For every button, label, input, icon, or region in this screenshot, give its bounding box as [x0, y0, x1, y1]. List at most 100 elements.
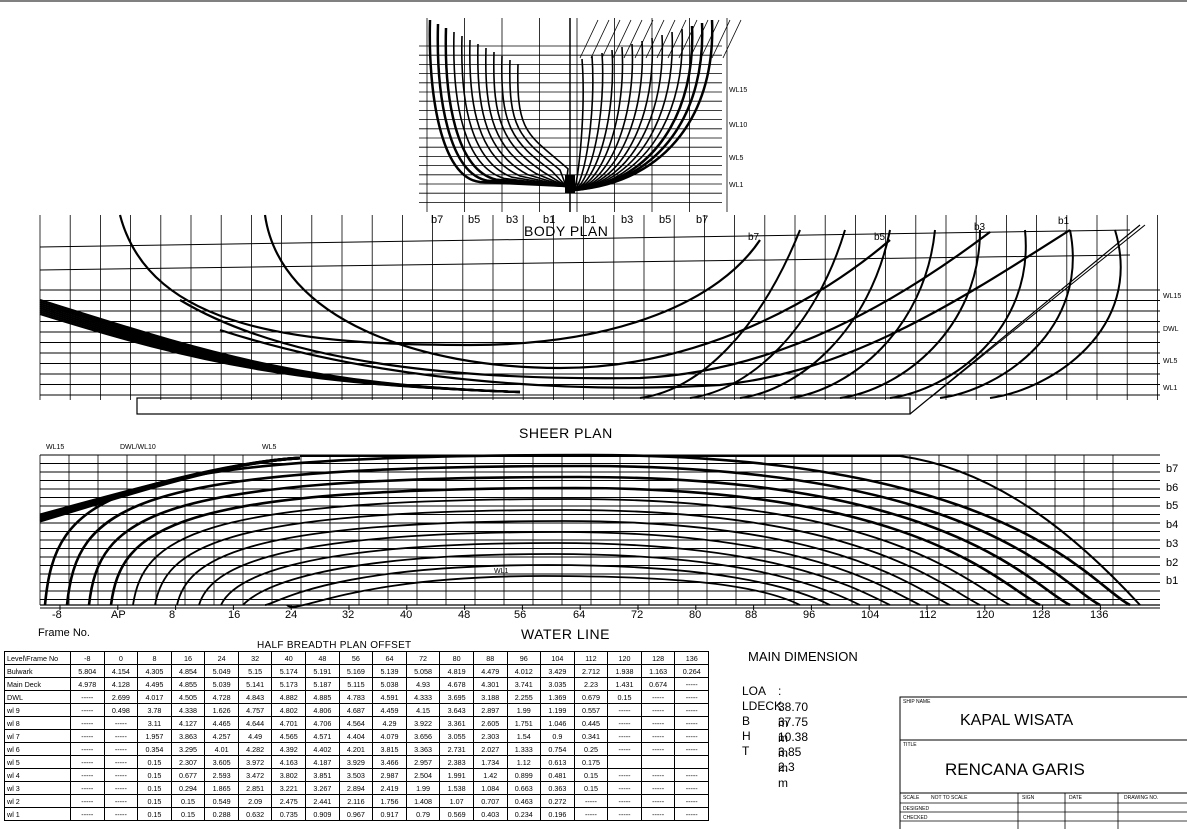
frame-number-label: 88 — [745, 609, 758, 621]
offset-cell: 4.591 — [372, 690, 407, 704]
offset-cell: 4.978 — [70, 677, 105, 691]
dimension-label: LOA — [742, 684, 767, 698]
section-line — [508, 59, 567, 187]
row-label: wl 2 — [4, 794, 71, 808]
offset-cell: 3.363 — [405, 742, 441, 756]
offset-cell: ----- — [103, 807, 139, 821]
section-line — [689, 229, 846, 399]
table-row: wl 4 ----- ----- 0.15 0.677 2.593 3.472 3.802 3.… — [4, 768, 709, 782]
stem-line — [929, 224, 1146, 399]
offset-cell: 3.929 — [338, 755, 374, 769]
offset-cell: ----- — [607, 807, 642, 821]
frame-number-axis: -8 AP 8 16 24 32 40 48 56 64 72 80 88 96 104 112 120 128 1… — [0, 609, 1187, 623]
section-line — [460, 35, 567, 187]
table-row: wl 8 ----- ----- 3.11 4.127 4.465 4.644 4.701 4.… — [4, 716, 709, 730]
section-line — [573, 58, 584, 191]
offset-cell: 2.593 — [204, 768, 239, 782]
water-line-title: WATER LINE — [521, 626, 611, 642]
offset-cell: 1.12 — [506, 755, 542, 769]
offset-table-title: HALF BREADTH PLAN OFFSET — [257, 640, 412, 651]
offset-cell: 0.707 — [472, 794, 508, 808]
offset-cell: 3.503 — [338, 768, 374, 782]
offset-cell: 4.678 — [439, 677, 474, 691]
section-line — [989, 229, 1122, 399]
offset-cell: 2.303 — [472, 729, 508, 743]
frame-axis-label: Frame No. — [38, 627, 90, 639]
hatch-line — [689, 19, 709, 59]
buttock-label: b7 — [696, 214, 709, 226]
checked-label: CHECKED — [903, 815, 928, 821]
hatch-line — [601, 19, 621, 59]
water-line-plan — [39, 453, 1160, 610]
section-line — [573, 31, 674, 191]
deck-edge-line — [39, 456, 301, 523]
sheer-buttock-label: b3 — [974, 222, 986, 233]
waterline-label: WL5 — [1163, 358, 1178, 365]
offset-cell: 3.922 — [405, 716, 441, 730]
section-line — [573, 55, 594, 191]
offset-cell: 0.15 — [137, 794, 172, 808]
offset-cell: 0.557 — [573, 703, 609, 717]
offset-table-header: Level\Frame No -8 0 8 16 24 32 40 48 56 64 72 80 88 96… — [4, 651, 709, 665]
sheer-plan — [39, 214, 1160, 415]
offset-cell: 3.605 — [204, 755, 239, 769]
offset-cell: 2.957 — [405, 755, 441, 769]
dimension-row: LOA: 38.70 m — [742, 683, 808, 730]
offset-cell: 4.187 — [305, 755, 340, 769]
waterline-label: WL1 — [729, 182, 744, 189]
offset-cell: 3.361 — [439, 716, 474, 730]
offset-cell: 2.09 — [237, 794, 273, 808]
scale-value: NOT TO SCALE — [931, 795, 968, 801]
offset-cell: 3.851 — [305, 768, 340, 782]
offset-cell: 4.128 — [103, 677, 139, 691]
offset-cell: ----- — [70, 768, 105, 782]
offset-cell: 4.854 — [170, 664, 206, 678]
column-header: Level\Frame No — [4, 651, 71, 665]
offset-cell: ----- — [70, 742, 105, 756]
offset-cell: 5.141 — [237, 677, 273, 691]
section-line — [476, 43, 567, 187]
offset-cell: 1.333 — [506, 742, 542, 756]
hatch-line — [645, 19, 665, 59]
offset-cell: 0.234 — [506, 807, 542, 821]
offset-cell: 0.15 — [137, 807, 172, 821]
hatch-line — [678, 19, 698, 59]
offset-cell: ----- — [640, 781, 676, 795]
offset-cell: 0.909 — [305, 807, 340, 821]
offset-cell: ----- — [607, 703, 642, 717]
offset-cell: 0.613 — [540, 755, 575, 769]
offset-cell: 0.463 — [506, 794, 542, 808]
deck-line — [39, 254, 1131, 271]
offset-cell: 2.116 — [338, 794, 374, 808]
offset-cell: ----- — [70, 781, 105, 795]
offset-cell: ----- — [674, 807, 709, 821]
offset-cell: 2.731 — [439, 742, 474, 756]
offset-cell: 1.07 — [439, 794, 474, 808]
offset-cell: 3.695 — [439, 690, 474, 704]
offset-cell: ----- — [103, 768, 139, 782]
offset-cell: 4.15 — [405, 703, 441, 717]
offset-cell: 1.199 — [540, 703, 575, 717]
buttock-line — [39, 304, 521, 394]
offset-cell: ----- — [640, 807, 676, 821]
table-row: DWL ----- 2.699 4.017 4.505 4.728 4.843 4.882 4.… — [4, 690, 709, 704]
offset-cell: 4.282 — [237, 742, 273, 756]
offset-cell: 4.571 — [305, 729, 340, 743]
section-line — [452, 31, 567, 187]
table-row: Bulwark 5.804 4.154 4.305 4.854 5.049 5.15 5.17… — [4, 664, 709, 678]
offset-cell — [640, 755, 676, 769]
section-line — [428, 19, 567, 188]
offset-cell: 1.54 — [506, 729, 542, 743]
buttock-label: b7 — [431, 214, 444, 226]
offset-cell: 1.957 — [137, 729, 172, 743]
offset-cell: 0.15 — [137, 781, 172, 795]
offset-cell: 4.783 — [338, 690, 374, 704]
waterline-curve — [286, 575, 801, 608]
offset-cell: ----- — [103, 716, 139, 730]
offset-cell: 5.191 — [305, 664, 340, 678]
dimension-value: : 2.3 m — [778, 744, 795, 790]
waterline-curve — [132, 498, 1011, 606]
offset-cell: ----- — [674, 729, 709, 743]
offset-cell: ----- — [70, 794, 105, 808]
buttock-line — [263, 214, 891, 370]
